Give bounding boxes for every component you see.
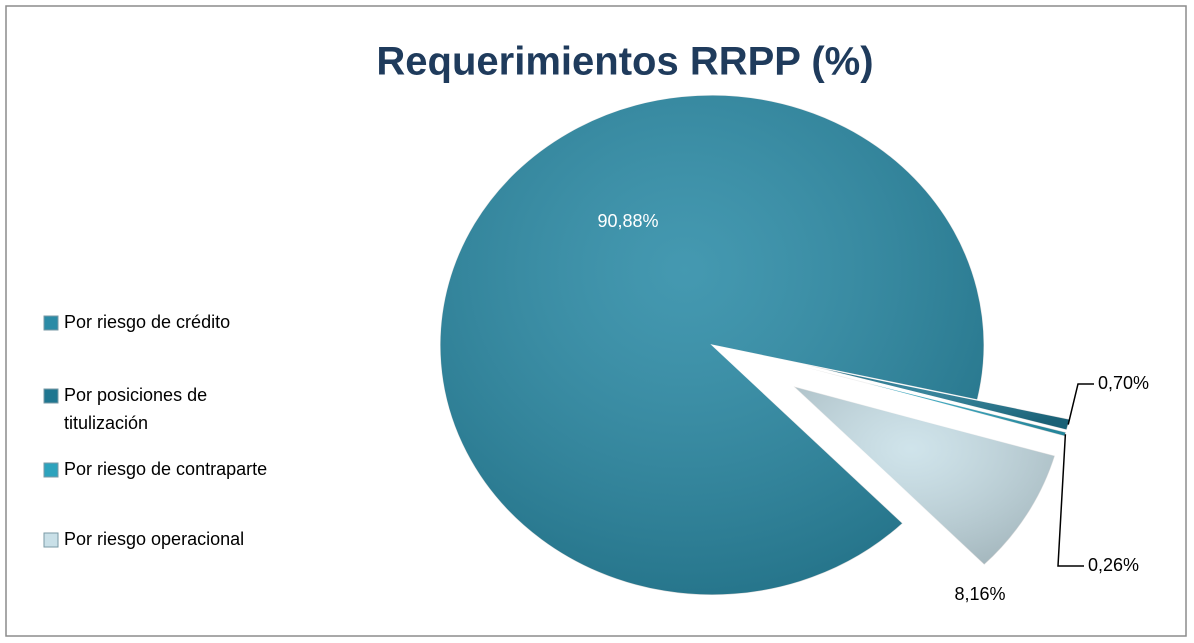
slice-shade xyxy=(803,366,1066,437)
legend-swatch xyxy=(43,462,59,478)
leader-line xyxy=(1067,383,1094,425)
legend-label: Por riesgo operacional xyxy=(64,529,244,549)
data-label: 0,70% xyxy=(1098,373,1149,393)
legend-label: Por posiciones de titulización xyxy=(64,385,207,433)
leader-line xyxy=(1057,434,1084,567)
legend-label: Por riesgo de crédito xyxy=(64,312,230,332)
chart-title: Requerimientos RRPP (%) xyxy=(376,40,873,84)
legend-swatch xyxy=(43,388,59,404)
data-label: 8,16% xyxy=(954,584,1005,604)
slice-shade xyxy=(793,386,1055,565)
legend-label: Por riesgo de contraparte xyxy=(64,459,267,479)
slice-shade xyxy=(804,364,1070,430)
slice-shade xyxy=(439,95,984,596)
legend-swatch xyxy=(43,315,59,331)
data-label: 90,88% xyxy=(597,211,658,231)
legend-swatch xyxy=(43,532,59,548)
data-label: 0,26% xyxy=(1088,555,1139,575)
